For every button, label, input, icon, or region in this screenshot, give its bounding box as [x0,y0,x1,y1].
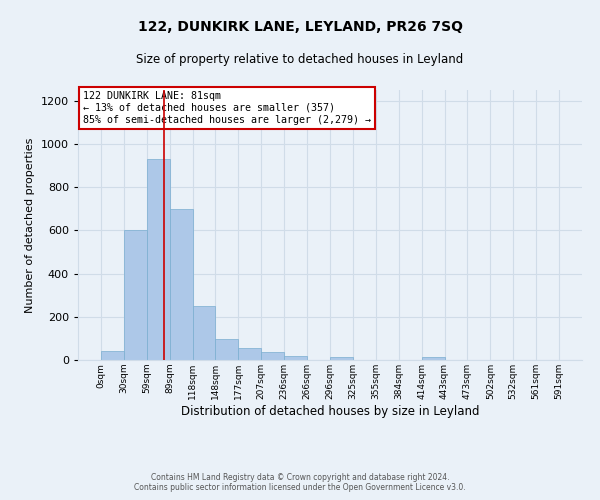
Bar [261,352,284,360]
Bar [422,357,445,360]
X-axis label: Distribution of detached houses by size in Leyland: Distribution of detached houses by size … [181,404,479,417]
Y-axis label: Number of detached properties: Number of detached properties [25,138,35,312]
Bar [238,348,261,360]
Bar [215,340,238,360]
Bar [147,159,170,360]
Bar [170,209,193,360]
Text: 122 DUNKIRK LANE: 81sqm
← 13% of detached houses are smaller (357)
85% of semi-d: 122 DUNKIRK LANE: 81sqm ← 13% of detache… [83,92,371,124]
Bar [284,356,307,360]
Text: Contains HM Land Registry data © Crown copyright and database right 2024.
Contai: Contains HM Land Registry data © Crown c… [134,473,466,492]
Bar [330,357,353,360]
Bar [101,352,124,360]
Text: 122, DUNKIRK LANE, LEYLAND, PR26 7SQ: 122, DUNKIRK LANE, LEYLAND, PR26 7SQ [137,20,463,34]
Bar [193,306,215,360]
Text: Size of property relative to detached houses in Leyland: Size of property relative to detached ho… [136,52,464,66]
Bar [124,230,147,360]
